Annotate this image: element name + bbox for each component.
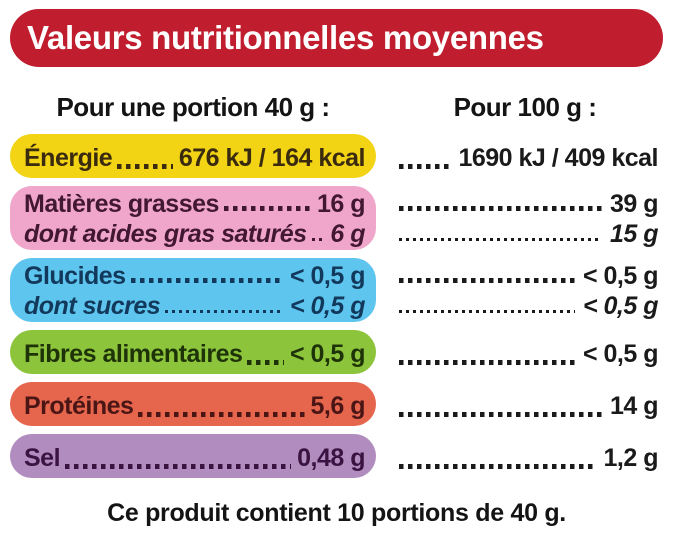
portion-value: < 0,5 g xyxy=(289,340,366,368)
portion-value: 16 g xyxy=(316,190,366,218)
dot-leader xyxy=(311,238,325,241)
dot-leader xyxy=(130,278,284,283)
per100-cell: 1,2 g xyxy=(376,434,660,478)
dot-leader xyxy=(247,360,284,365)
per100-value: 14 g xyxy=(609,392,659,420)
dot-leader xyxy=(399,310,575,313)
dot-leader xyxy=(65,464,292,469)
nutrition-table: Énergie 676 kJ / 164 kcal 1690 kJ / 409 … xyxy=(0,134,673,478)
portions-note: Ce produit contient 10 portions de 40 g. xyxy=(107,499,566,527)
pill-subline: dont acides gras saturés 6 g xyxy=(24,218,365,248)
dot-leader xyxy=(117,164,173,169)
per100-value: < 0,5 g xyxy=(582,262,659,290)
per100-line: 1,2 g xyxy=(394,436,659,476)
per100-cell: < 0,5 g xyxy=(376,330,660,374)
row-glucides: Glucides < 0,5 g dont sucres < 0,5 g < 0… xyxy=(10,258,660,322)
dot-leader xyxy=(399,360,575,365)
per100-line: < 0,5 g xyxy=(394,260,659,290)
pill-line: Glucides < 0,5 g xyxy=(24,260,366,290)
per100-line: 1690 kJ / 409 kcal xyxy=(394,136,658,176)
portion-value: 5,6 g xyxy=(310,392,366,420)
per100-cell: < 0,5 g < 0,5 g xyxy=(376,258,660,322)
row-energie: Énergie 676 kJ / 164 kcal 1690 kJ / 409 … xyxy=(10,134,660,178)
nutrient-label: Protéines xyxy=(24,392,134,420)
per100-value: < 0,5 g xyxy=(582,340,659,368)
portion-value: 0,48 g xyxy=(297,444,365,472)
per100-subline: 15 g xyxy=(394,218,659,248)
portion-value: 676 kJ / 164 kcal xyxy=(178,144,366,172)
nutrient-label: Glucides xyxy=(24,262,126,290)
dot-leader xyxy=(399,464,596,469)
nutrient-label: Sel xyxy=(24,444,61,472)
per100-cell: 1690 kJ / 409 kcal xyxy=(376,134,660,178)
per100-cell: 39 g 15 g xyxy=(376,186,660,250)
portion-value: < 0,5 g xyxy=(289,292,366,320)
per100-value: < 0,5 g xyxy=(582,292,659,320)
per100-line: 39 g xyxy=(394,188,659,218)
nutrient-sublabel: dont acides gras saturés xyxy=(24,220,307,248)
per100-value: 39 g xyxy=(609,190,659,218)
portion-value: < 0,5 g xyxy=(289,262,366,290)
per100-line: 14 g xyxy=(394,384,659,424)
row-fibres: Fibres alimentaires < 0,5 g < 0,5 g xyxy=(10,330,660,374)
per100-value: 1,2 g xyxy=(603,444,659,472)
nutrient-label: Matières grasses xyxy=(24,190,219,218)
nutrient-pill: Protéines 5,6 g xyxy=(10,382,376,426)
nutrient-pill: Énergie 676 kJ / 164 kcal xyxy=(10,134,376,178)
pill-line: Sel 0,48 g xyxy=(24,436,365,476)
title-banner: Valeurs nutritionnelles moyennes xyxy=(10,9,663,67)
pill-line: Matières grasses 16 g xyxy=(24,188,366,218)
dot-leader xyxy=(138,412,305,417)
pill-line: Fibres alimentaires < 0,5 g xyxy=(24,332,366,372)
nutrient-pill: Matières grasses 16 g dont acides gras s… xyxy=(10,186,376,250)
pill-line: Énergie 676 kJ / 164 kcal xyxy=(24,136,366,176)
nutrient-label: Énergie xyxy=(24,144,113,172)
row-matieres-grasses: Matières grasses 16 g dont acides gras s… xyxy=(10,186,660,250)
nutrient-pill: Sel 0,48 g xyxy=(10,434,376,478)
nutrient-pill: Fibres alimentaires < 0,5 g xyxy=(10,330,376,374)
dot-leader xyxy=(399,412,602,417)
dot-leader xyxy=(399,278,575,283)
dot-leader xyxy=(165,310,284,313)
per100-cell: 14 g xyxy=(376,382,660,426)
per100-value: 15 g xyxy=(609,220,659,248)
dot-leader xyxy=(223,206,311,211)
dot-leader xyxy=(399,238,602,241)
per100-subline: < 0,5 g xyxy=(394,290,659,320)
row-sel: Sel 0,48 g 1,2 g xyxy=(10,434,660,478)
portion-column-header: Pour une portion 40 g : xyxy=(56,92,330,122)
pill-line: Protéines 5,6 g xyxy=(24,384,366,424)
nutrient-sublabel: dont sucres xyxy=(24,292,161,320)
dot-leader xyxy=(399,164,451,169)
portion-value: 6 g xyxy=(330,220,365,248)
per100-column-header: Pour 100 g : xyxy=(453,92,597,122)
nutrient-pill: Glucides < 0,5 g dont sucres < 0,5 g xyxy=(10,258,376,322)
per100-value: 1690 kJ / 409 kcal xyxy=(458,144,658,172)
page-title: Valeurs nutritionnelles moyennes xyxy=(27,19,544,56)
dot-leader xyxy=(399,206,602,211)
pill-subline: dont sucres < 0,5 g xyxy=(24,290,366,320)
column-headers: Pour une portion 40 g : Pour 100 g : xyxy=(0,92,673,123)
row-proteines: Protéines 5,6 g 14 g xyxy=(10,382,660,426)
per100-line: < 0,5 g xyxy=(394,332,659,372)
nutrient-label: Fibres alimentaires xyxy=(24,340,243,368)
